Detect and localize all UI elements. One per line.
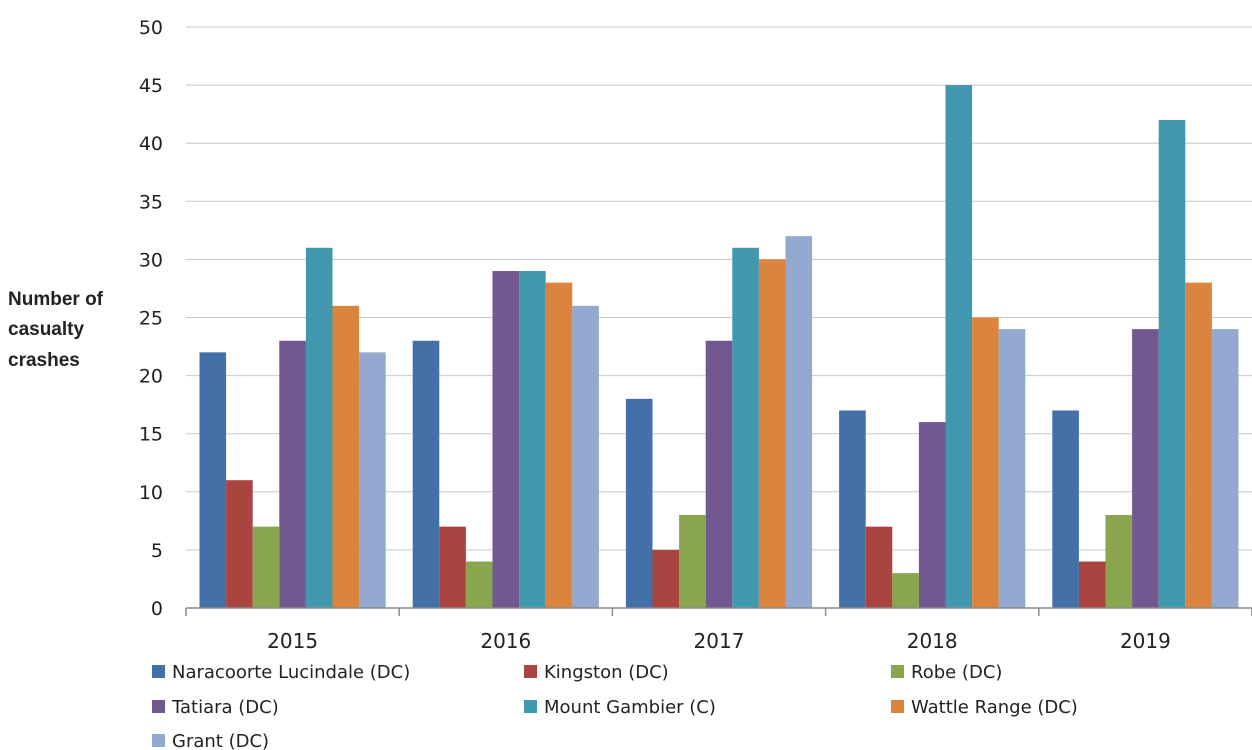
legend-label: Wattle Range (DC) bbox=[911, 697, 1078, 718]
bar bbox=[1185, 282, 1212, 608]
y-axis-tick-labels: 0 5 10 15 20 25 30 35 40 45 50 bbox=[139, 17, 163, 620]
legend-label: Naracoorte Lucindale (DC) bbox=[172, 662, 410, 683]
bar bbox=[1052, 410, 1079, 608]
y-tick-label: 40 bbox=[139, 133, 163, 155]
legend-label: Tatiara (DC) bbox=[171, 697, 279, 718]
bar bbox=[732, 247, 759, 608]
legend-swatch bbox=[524, 665, 537, 678]
y-tick-label: 35 bbox=[139, 191, 163, 213]
bar bbox=[972, 317, 999, 608]
bar bbox=[572, 305, 599, 608]
bar bbox=[652, 549, 680, 608]
bar bbox=[519, 271, 546, 608]
legend-label: Mount Gambier (C) bbox=[544, 697, 716, 718]
legend-label: Grant (DC) bbox=[172, 731, 269, 750]
bar bbox=[705, 340, 733, 608]
bar bbox=[679, 515, 706, 608]
y-axis-label-line-2: casualty bbox=[8, 319, 84, 340]
x-axis bbox=[185, 607, 1252, 616]
bar bbox=[918, 422, 946, 608]
bar bbox=[785, 236, 813, 608]
legend-swatch bbox=[891, 700, 904, 713]
legend-swatch bbox=[152, 734, 165, 747]
y-axis-label-line-3: crashes bbox=[8, 350, 80, 371]
bar bbox=[625, 398, 653, 608]
y-tick-label: 25 bbox=[139, 308, 163, 330]
x-category-label: 2017 bbox=[694, 629, 745, 653]
bar bbox=[1078, 561, 1106, 608]
bar bbox=[545, 282, 573, 608]
y-tick-label: 5 bbox=[151, 540, 163, 562]
y-tick-label: 15 bbox=[139, 424, 163, 446]
bars bbox=[199, 85, 1239, 609]
x-axis-category-labels: 2015 2016 2017 2018 2019 bbox=[267, 629, 1171, 653]
legend-swatch bbox=[891, 665, 904, 678]
y-tick-label: 45 bbox=[139, 75, 163, 97]
legend-label: Robe (DC) bbox=[911, 662, 1002, 683]
bar bbox=[945, 85, 973, 609]
y-tick-label: 10 bbox=[139, 482, 163, 504]
bar bbox=[252, 526, 280, 608]
bar bbox=[305, 247, 333, 608]
y-tick-label: 20 bbox=[139, 366, 163, 388]
bar bbox=[998, 329, 1026, 608]
bar bbox=[1132, 329, 1159, 608]
bar bbox=[492, 271, 520, 608]
x-category-label: 2018 bbox=[907, 629, 958, 653]
bar bbox=[439, 526, 466, 608]
legend-swatch bbox=[524, 700, 537, 713]
x-category-label: 2016 bbox=[480, 629, 531, 653]
y-tick-label: 0 bbox=[151, 598, 163, 620]
bar bbox=[1105, 515, 1133, 608]
bar bbox=[412, 340, 440, 608]
bar bbox=[332, 305, 360, 608]
legend-swatch bbox=[152, 665, 165, 678]
bar bbox=[892, 573, 919, 608]
y-tick-label: 50 bbox=[139, 17, 163, 39]
bar bbox=[199, 352, 227, 608]
bar bbox=[865, 526, 893, 608]
bar bbox=[839, 410, 866, 608]
y-axis-label-line-1: Number of bbox=[8, 289, 104, 310]
bar bbox=[226, 480, 253, 608]
bar bbox=[465, 561, 493, 608]
bar bbox=[359, 352, 386, 608]
bar bbox=[1158, 119, 1186, 609]
bar bbox=[1211, 329, 1239, 608]
x-category-label: 2015 bbox=[267, 629, 318, 653]
legend: Naracoorte Lucindale (DC) Kingston (DC) Ro… bbox=[152, 662, 1078, 750]
bar bbox=[758, 259, 786, 608]
bar bbox=[279, 340, 306, 608]
x-category-label: 2019 bbox=[1120, 629, 1171, 653]
legend-label: Kingston (DC) bbox=[544, 662, 669, 683]
y-tick-label: 30 bbox=[139, 249, 163, 271]
legend-swatch bbox=[152, 700, 165, 713]
